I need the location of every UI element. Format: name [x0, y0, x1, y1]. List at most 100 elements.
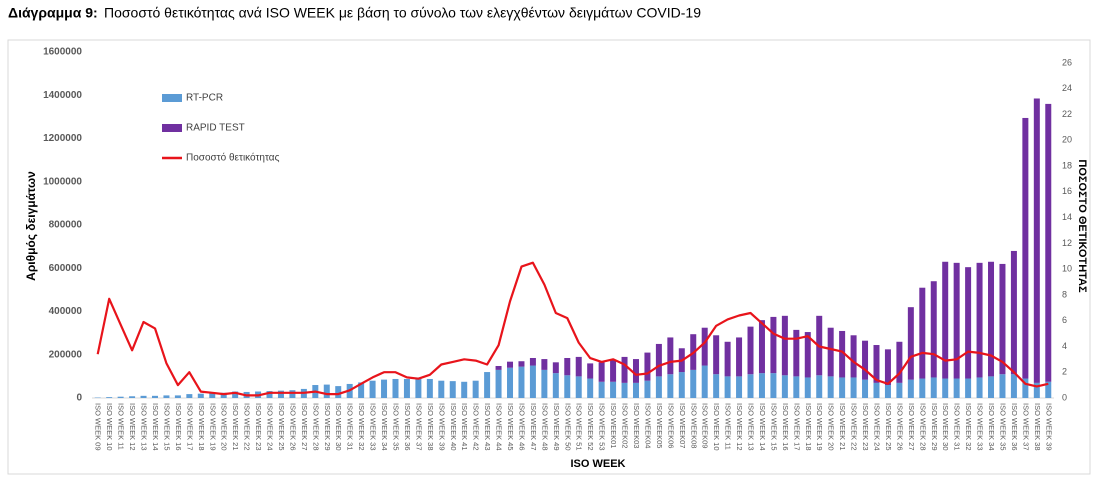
- x-tick-label: ISO WEEK 53: [598, 403, 607, 451]
- bar: [1034, 98, 1040, 382]
- x-tick-label: ISO WEEK 41: [460, 403, 469, 451]
- x-tick-label: ISO WEEK 29: [930, 403, 939, 451]
- bar: [885, 385, 891, 398]
- y-tick-label: 1000000: [43, 176, 82, 187]
- x-tick-label: ISO WEEK 11: [117, 403, 126, 450]
- x-tick-label: ISO WEEK 18: [804, 403, 813, 451]
- y2-tick-label: 26: [1062, 57, 1072, 67]
- y-tick-label: 800000: [49, 220, 83, 231]
- bar: [576, 376, 582, 398]
- x-tick-label: ISO WEEK 25: [884, 403, 893, 451]
- bar: [782, 316, 788, 375]
- bar: [118, 397, 124, 398]
- bar: [793, 376, 799, 398]
- bar: [805, 377, 811, 398]
- bar: [622, 383, 628, 398]
- bar: [633, 359, 639, 383]
- bar: [610, 382, 616, 398]
- bar: [999, 374, 1005, 398]
- bar: [931, 281, 937, 377]
- bar: [656, 344, 662, 376]
- bar: [999, 264, 1005, 374]
- bar: [553, 373, 559, 398]
- bar: [175, 395, 181, 398]
- x-tick-label: ISO WEEK 10: [712, 403, 721, 451]
- x-tick-label: ISO WEEK 18: [197, 403, 206, 451]
- x-tick-label: ISO WEEK 15: [769, 403, 778, 451]
- y2-tick-label: 18: [1062, 160, 1072, 170]
- y2-tick-label: 16: [1062, 186, 1072, 196]
- x-tick-label: ISO WEEK 28: [311, 403, 320, 451]
- x-tick-label: ISO WEEK 20: [220, 403, 229, 451]
- bar: [965, 379, 971, 398]
- bar: [1045, 104, 1051, 382]
- x-tick-label: ISO WEEK 34: [380, 403, 389, 451]
- bar: [507, 362, 513, 368]
- bar: [496, 370, 502, 398]
- bar: [988, 262, 994, 377]
- x-tick-label: ISO WEEK 27: [300, 403, 309, 451]
- bar: [851, 335, 857, 377]
- x-tick-label: ISO WEEK08: [689, 403, 698, 448]
- x-tick-label: ISO WEEK 50: [563, 403, 572, 451]
- x-tick-label: ISO WEEK 37: [1021, 403, 1030, 451]
- bar: [370, 381, 376, 398]
- x-tick-label: ISO WEEK 30: [334, 403, 343, 451]
- bar: [965, 267, 971, 378]
- bar: [942, 379, 948, 398]
- x-tick-label: ISO WEEK 12: [735, 403, 744, 451]
- y-axis-title: Αριθμός δειγμάτων: [24, 171, 38, 281]
- bar: [988, 376, 994, 398]
- x-tick-label: ISO WEEK02: [621, 403, 630, 448]
- x-axis-title: ISO WEEK: [570, 458, 625, 470]
- x-tick-label: ISO WEEK 21: [838, 403, 847, 451]
- x-tick-label: ISO WEEK 19: [208, 403, 217, 451]
- bar: [1011, 374, 1017, 398]
- x-tick-label: ISO WEEK 51: [575, 403, 584, 451]
- bar: [392, 379, 398, 398]
- y2-tick-label: 10: [1062, 264, 1072, 274]
- y2-tick-label: 8: [1062, 289, 1067, 299]
- chart-title-prefix: Διάγραμμα 9:: [8, 5, 98, 21]
- bar: [438, 381, 444, 398]
- x-tick-label: ISO WEEK 35: [998, 403, 1007, 451]
- bar: [862, 341, 868, 380]
- y2-tick-label: 6: [1062, 315, 1067, 325]
- bar: [816, 375, 822, 398]
- y-tick-label: 200000: [49, 349, 83, 360]
- bar: [610, 360, 616, 382]
- x-tick-label: ISO WEEK 46: [517, 403, 526, 451]
- bar: [713, 374, 719, 398]
- x-tick-label: ISO WEEK 52: [586, 403, 595, 451]
- bar: [782, 375, 788, 398]
- x-tick-label: ISO WEEK04: [643, 403, 652, 448]
- bar: [908, 380, 914, 398]
- bar: [461, 382, 467, 398]
- bar: [530, 358, 536, 366]
- bar: [507, 368, 513, 398]
- x-tick-label: ISO WEEK 35: [392, 403, 401, 451]
- legend-label: Ποσοστό θετικότητας: [186, 152, 280, 164]
- x-tick-label: ISO WEEK 23: [861, 403, 870, 451]
- x-tick-label: ISO WEEK 21: [231, 403, 240, 451]
- bar: [599, 362, 605, 381]
- bar: [828, 376, 834, 398]
- y2-tick-label: 22: [1062, 109, 1072, 119]
- bar: [759, 373, 765, 398]
- bar: [324, 385, 330, 398]
- x-tick-label: ISO WEEK 24: [873, 403, 882, 451]
- x-tick-label: ISO WEEK 16: [781, 403, 790, 451]
- x-tick-label: ISO WEEK 22: [850, 403, 859, 451]
- bar: [748, 327, 754, 375]
- bar: [736, 376, 742, 398]
- bar: [908, 307, 914, 379]
- x-tick-label: ISO WEEK 19: [815, 403, 824, 451]
- bar: [473, 381, 479, 398]
- bar: [828, 328, 834, 377]
- x-tick-label: ISO WEEK 22: [243, 403, 252, 451]
- bar: [564, 375, 570, 398]
- x-tick-label: ISO WEEK 24: [266, 403, 275, 451]
- x-tick-label: ISO WEEK 13: [747, 403, 756, 451]
- bar: [541, 370, 547, 398]
- bar: [725, 376, 731, 398]
